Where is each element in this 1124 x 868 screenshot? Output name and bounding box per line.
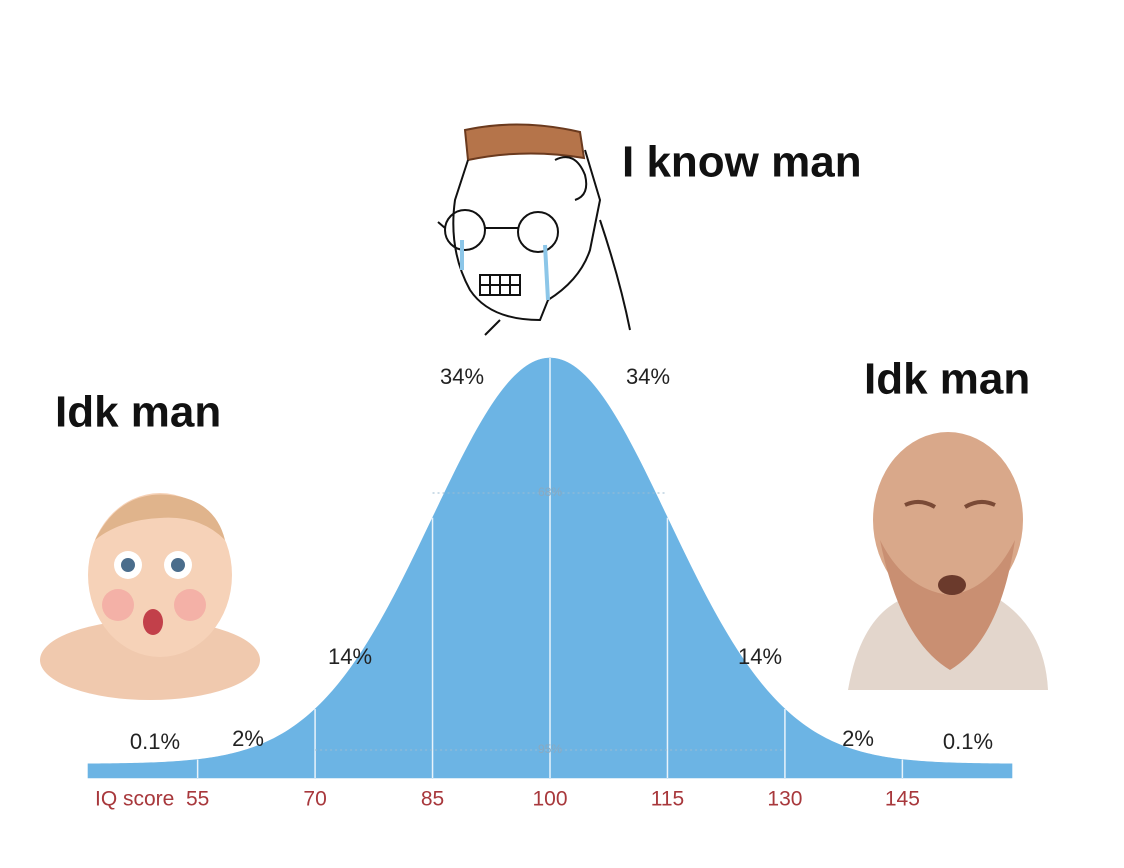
segment-label: 14% xyxy=(738,644,782,669)
segment-label: 14% xyxy=(328,644,372,669)
x-tick-label: 55 xyxy=(186,788,209,811)
segment-area xyxy=(667,517,786,779)
segment-label: 2% xyxy=(842,726,874,751)
segment-label: 34% xyxy=(440,364,484,389)
annotation: Idk man xyxy=(55,388,221,437)
segment-area xyxy=(549,357,668,779)
segment-area xyxy=(432,357,551,779)
segment-area xyxy=(902,759,1013,779)
annotation: Idk man xyxy=(864,355,1030,404)
segment-label: 34% xyxy=(626,364,670,389)
x-tick-label: 100 xyxy=(532,788,567,811)
x-tick-label: 145 xyxy=(885,788,920,811)
x-tick-label: 70 xyxy=(303,788,326,811)
plot: 55 70 85 100 115 130 145 0.1% 2% 14% 34% 34% 14% 2% 0.… xyxy=(87,357,1013,811)
x-tick-label: 130 xyxy=(767,788,802,811)
segment-area xyxy=(87,759,198,779)
wojak-picture xyxy=(437,123,631,336)
segment-label: 0.1% xyxy=(943,729,993,754)
segment-area xyxy=(784,708,903,779)
segment-label: 0.1% xyxy=(130,729,180,754)
segment-label: 2% xyxy=(232,726,264,751)
x-tick-label: 115 xyxy=(651,788,684,811)
statue-picture xyxy=(848,432,1048,690)
segment-area xyxy=(197,708,316,779)
segment-area xyxy=(314,517,433,779)
span-label: 95% xyxy=(538,742,562,756)
x-tick-label: 85 xyxy=(421,788,444,811)
span-label: 68% xyxy=(538,485,562,499)
x-axis-label: IQ score xyxy=(95,788,174,811)
baby-picture xyxy=(40,488,262,700)
annotation: I know man xyxy=(622,138,862,187)
